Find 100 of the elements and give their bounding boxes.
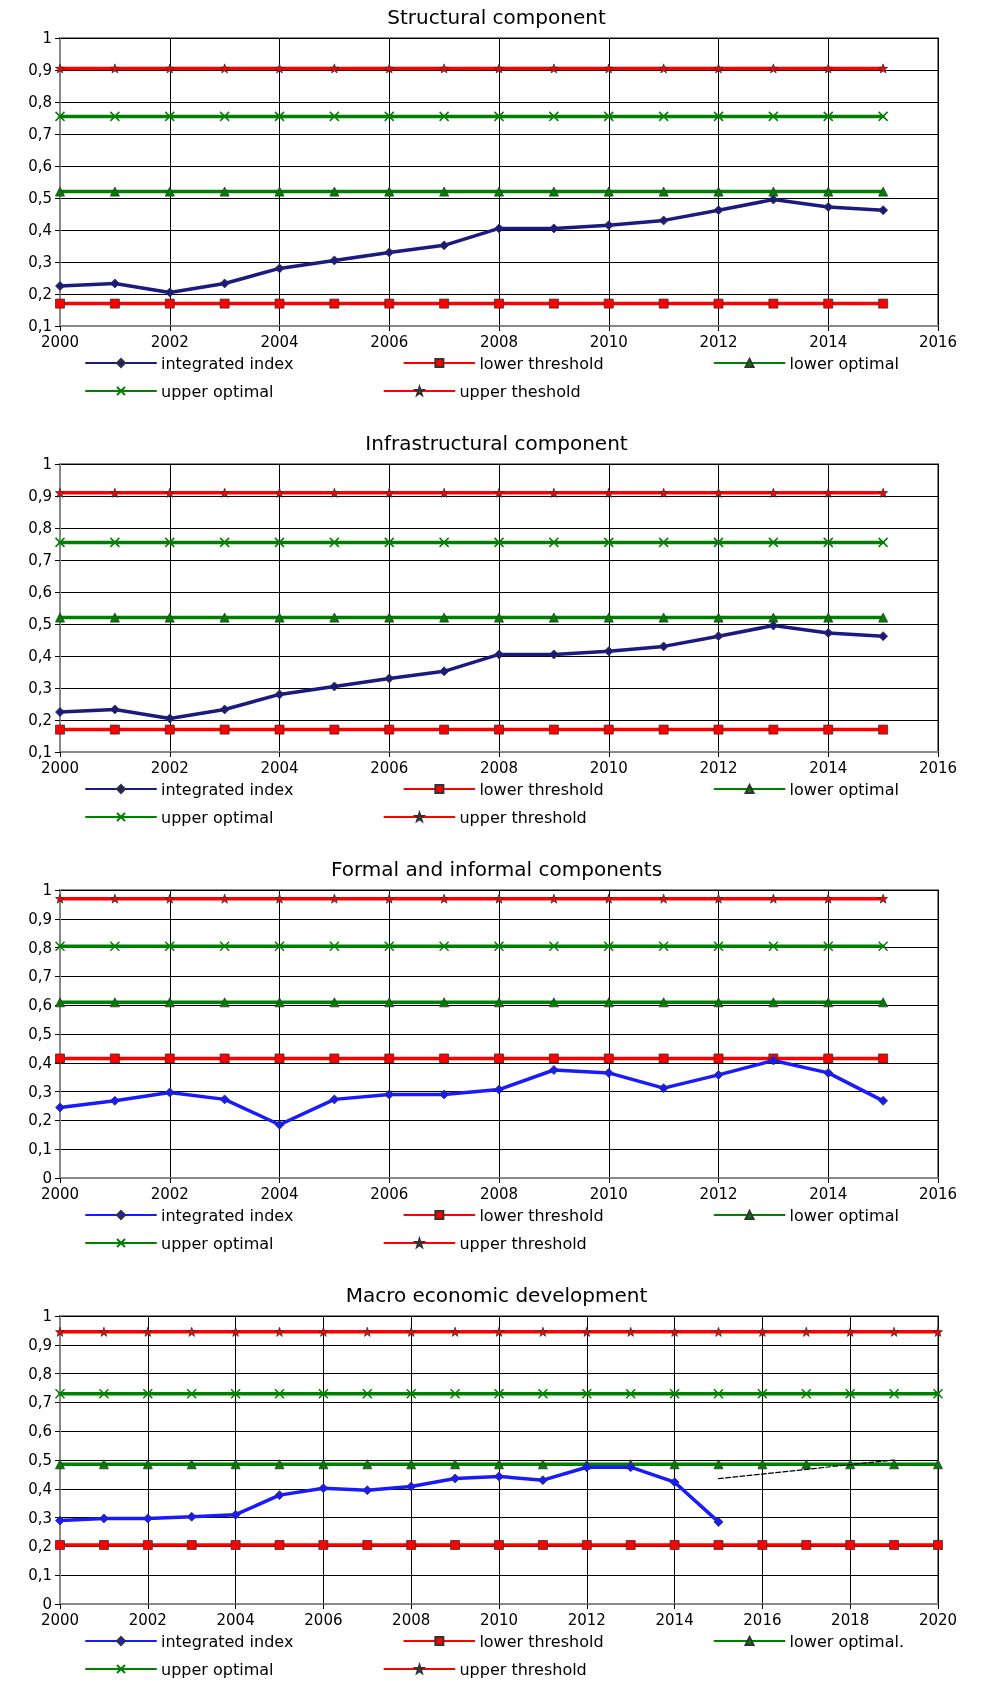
point <box>54 111 66 122</box>
point <box>494 1053 504 1064</box>
point <box>384 537 395 548</box>
point <box>823 111 834 122</box>
point <box>669 1477 680 1488</box>
point <box>494 1084 504 1095</box>
point <box>329 681 340 692</box>
x-tick-label: 2004 <box>260 1184 299 1203</box>
point <box>603 1053 614 1064</box>
point <box>438 111 450 122</box>
y-tick-label: 0,4 <box>28 221 52 239</box>
y-tick-label: 0,8 <box>28 93 52 111</box>
point <box>405 1388 417 1400</box>
y-tick-label: 0,1 <box>28 317 52 335</box>
point <box>625 1540 636 1550</box>
x-tick-label: 2010 <box>589 332 628 351</box>
point <box>329 537 340 548</box>
point <box>362 1540 373 1550</box>
y-tick-label: 0,9 <box>28 909 52 928</box>
chart-title: Macro economic development <box>345 1283 648 1307</box>
y-tick-label: 0,3 <box>28 1508 52 1527</box>
point <box>439 893 450 904</box>
point <box>494 1459 504 1470</box>
point <box>658 997 669 1008</box>
y-tick-label: 0,1 <box>28 1566 52 1585</box>
y-tick-label: 0,2 <box>28 711 52 729</box>
point <box>164 724 175 735</box>
point <box>658 724 669 735</box>
y-tick-label: 0,3 <box>28 253 52 271</box>
point <box>439 298 450 309</box>
point <box>438 940 450 952</box>
y-tick-label: 0,7 <box>28 125 52 143</box>
point <box>548 893 559 904</box>
x-tick-label: 2010 <box>589 758 628 777</box>
point <box>548 1053 559 1064</box>
legend-label: integrated index <box>161 779 294 799</box>
point <box>713 1540 724 1550</box>
point <box>538 1475 548 1486</box>
y-tick-label: 0,8 <box>28 1364 52 1383</box>
point <box>658 63 669 74</box>
point <box>274 1053 285 1064</box>
point <box>494 298 504 309</box>
point <box>384 63 395 74</box>
y-tick-label: 0,4 <box>28 1479 52 1498</box>
point <box>548 649 559 660</box>
legend-label: integrated index <box>161 1631 294 1651</box>
y-tick-label: 0,9 <box>28 61 52 79</box>
point <box>538 1540 548 1550</box>
point <box>439 666 450 677</box>
point <box>164 487 175 498</box>
point <box>757 1459 768 1470</box>
point <box>768 612 779 623</box>
y-tick-label: 0,5 <box>28 1025 52 1043</box>
point <box>54 1388 66 1400</box>
point <box>494 1471 504 1482</box>
point <box>318 1483 329 1494</box>
point <box>219 940 230 952</box>
legend-label: lower threshold <box>479 779 604 799</box>
point <box>877 940 889 952</box>
x-tick-label: 2014 <box>809 758 848 777</box>
point <box>450 1459 460 1470</box>
point <box>658 215 669 226</box>
x-tick-label: 2000 <box>40 758 80 777</box>
point <box>878 997 889 1008</box>
point <box>713 487 724 498</box>
point <box>768 111 779 122</box>
point <box>537 1388 549 1400</box>
point <box>55 281 65 291</box>
point <box>494 487 504 498</box>
point <box>219 724 230 735</box>
point <box>55 707 65 717</box>
point <box>329 724 340 735</box>
point <box>768 724 779 735</box>
point <box>823 537 834 548</box>
x-tick-label: 2012 <box>699 332 738 351</box>
point <box>384 893 395 904</box>
point <box>439 1053 450 1064</box>
point <box>713 1517 724 1527</box>
y-tick-label: 0,7 <box>28 967 52 986</box>
point <box>164 537 175 548</box>
point <box>219 278 230 289</box>
y-tick-label: 0,8 <box>28 519 52 537</box>
point <box>450 1473 460 1484</box>
y-tick-label: 0,5 <box>28 1451 52 1469</box>
point <box>274 1388 285 1400</box>
point <box>164 186 175 197</box>
y-tick-label: 0,7 <box>28 1393 52 1412</box>
point <box>329 1094 340 1105</box>
x-tick-label: 2014 <box>809 1184 848 1203</box>
point <box>603 298 614 309</box>
point <box>494 63 504 74</box>
point <box>109 893 120 904</box>
point <box>274 940 285 952</box>
point <box>494 186 504 197</box>
legend-label: upper threshold <box>459 1233 587 1253</box>
point <box>538 1459 548 1470</box>
point <box>230 1540 241 1550</box>
chart-title: Structural component <box>387 5 606 29</box>
point <box>625 1326 636 1337</box>
point <box>932 1388 944 1400</box>
